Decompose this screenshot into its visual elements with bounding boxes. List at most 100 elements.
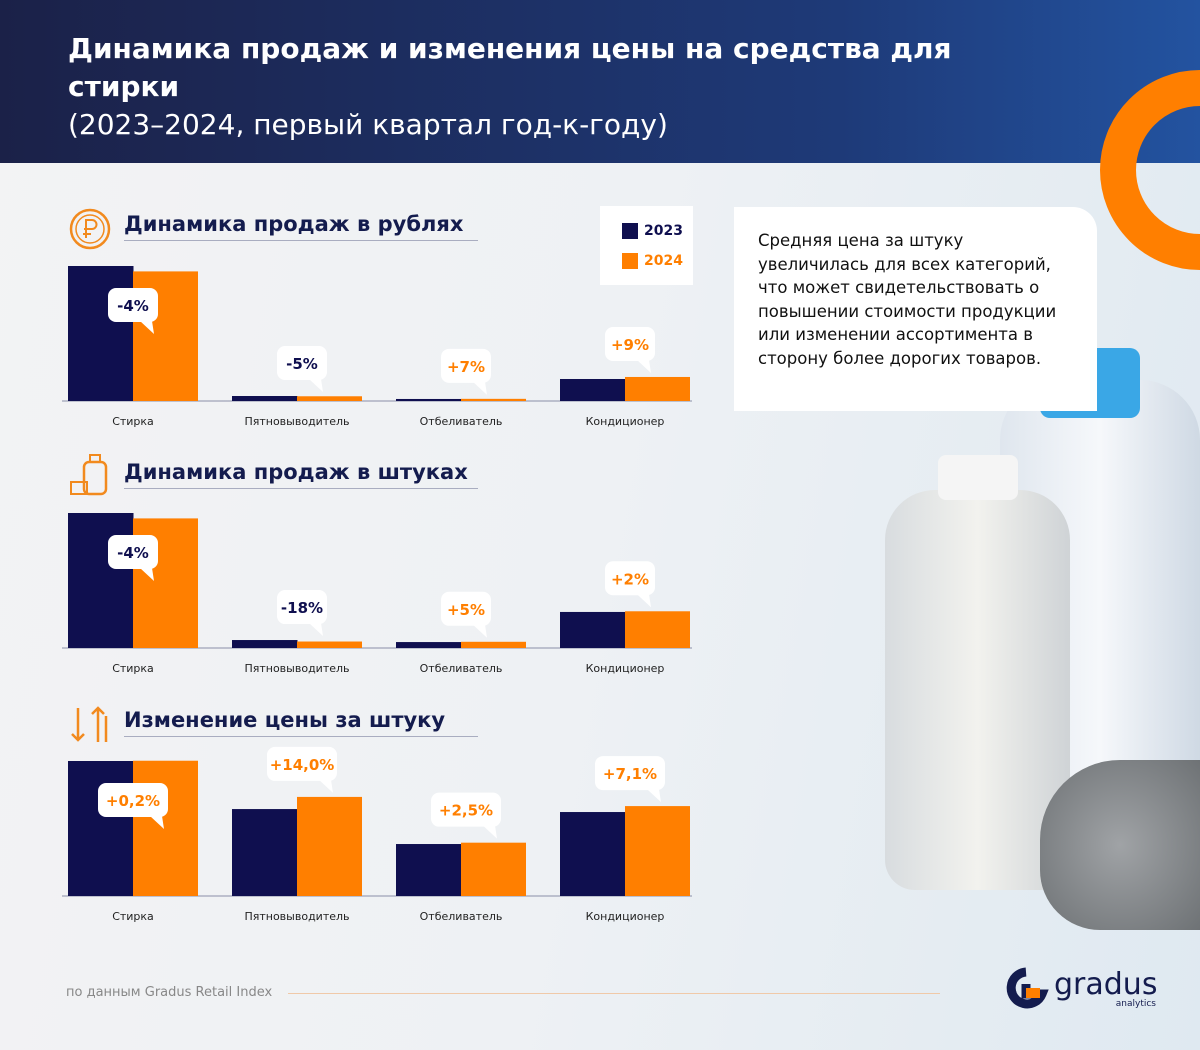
bar-2024 bbox=[297, 796, 362, 896]
bar-2023 bbox=[560, 611, 626, 648]
bar-2023 bbox=[560, 812, 626, 896]
change-label: +14,0% bbox=[270, 756, 335, 774]
bar-2023 bbox=[232, 396, 298, 401]
bar-2024 bbox=[461, 842, 526, 896]
change-bubble: +14,0% bbox=[267, 746, 337, 793]
bubble-box bbox=[98, 783, 168, 817]
bar-2024 bbox=[461, 641, 526, 648]
bubble-tail bbox=[319, 779, 333, 793]
legend-label: 2024 bbox=[644, 253, 683, 269]
ruble-coin-icon bbox=[69, 208, 111, 250]
bar-2023 bbox=[396, 844, 462, 896]
svg-text:gradus: gradus bbox=[1054, 967, 1157, 1002]
charts: Стирка -4% Пятновыводитель -5% Отбеливатель +… bbox=[62, 266, 692, 923]
bubble-tail bbox=[637, 359, 651, 373]
bubble-box bbox=[267, 746, 337, 781]
bubble-box bbox=[108, 535, 158, 569]
bubble-box bbox=[605, 561, 655, 596]
bar-2024 bbox=[625, 611, 690, 648]
bar-2023 bbox=[396, 398, 462, 401]
change-label: -5% bbox=[286, 355, 318, 373]
change-label: +0,2% bbox=[106, 792, 160, 810]
section-title: Изменение цены за штуку bbox=[124, 708, 478, 737]
change-bubble: +7,1% bbox=[595, 756, 665, 803]
towel-image bbox=[1040, 760, 1200, 930]
change-bubble: +0,2% bbox=[98, 783, 168, 829]
bar-2023 bbox=[68, 513, 134, 648]
change-bubble: +7% bbox=[441, 348, 491, 395]
category-label: Стирка bbox=[112, 662, 154, 675]
header: Динамика продаж и изменения цены на сред… bbox=[0, 0, 1200, 163]
change-bubble: -4% bbox=[108, 535, 158, 581]
bubble-tail bbox=[140, 568, 154, 581]
bar-2023 bbox=[68, 761, 134, 896]
change-label: +7,1% bbox=[603, 765, 657, 783]
bottle-cap bbox=[938, 455, 1018, 500]
category-label: Стирка bbox=[112, 910, 154, 923]
price-arrows-icon bbox=[71, 706, 108, 742]
bubble-tail bbox=[647, 789, 661, 803]
gradus-logo: gradus analytics bbox=[1004, 966, 1164, 1020]
bar-2023 bbox=[232, 809, 298, 896]
change-label: +7% bbox=[447, 358, 485, 376]
title-main: Динамика продаж и изменения цены на сред… bbox=[68, 32, 952, 103]
bubble-tail bbox=[140, 321, 154, 334]
category-label: Стирка bbox=[112, 415, 154, 428]
category-label: Пятновыводитель bbox=[244, 662, 349, 675]
bubble-tail bbox=[309, 623, 323, 637]
legend-swatch-2024 bbox=[622, 253, 638, 269]
page-title: Динамика продаж и изменения цены на сред… bbox=[68, 30, 1068, 144]
bubble-tail bbox=[309, 379, 323, 393]
bar-2024 bbox=[297, 641, 362, 648]
category-label: Кондиционер bbox=[586, 415, 665, 428]
change-bubble: +9% bbox=[605, 326, 655, 373]
bubble-box bbox=[441, 348, 491, 383]
title-period: (2023–2024, первый квартал год-к-году) bbox=[68, 108, 668, 141]
bubble-tail bbox=[150, 816, 164, 829]
divider bbox=[288, 993, 940, 994]
category-label: Отбеливатель bbox=[420, 415, 503, 428]
bar-2023 bbox=[232, 640, 298, 648]
source-note: по данным Gradus Retail Index bbox=[66, 985, 273, 1000]
change-label: -18% bbox=[281, 599, 323, 617]
bubble-box bbox=[277, 346, 327, 381]
change-label: -4% bbox=[117, 544, 149, 562]
bar-2023 bbox=[396, 642, 462, 648]
category-label: Кондиционер bbox=[586, 662, 665, 675]
bar-2024 bbox=[461, 398, 526, 401]
bar-2024 bbox=[133, 760, 198, 896]
bubble-tail bbox=[637, 594, 651, 608]
bubble-box bbox=[277, 590, 327, 625]
bar-2024 bbox=[297, 396, 362, 401]
change-bubble: -5% bbox=[277, 346, 327, 393]
category-label: Пятновыводитель bbox=[244, 910, 349, 923]
note-text: Средняя цена за штуку увеличилась для вс… bbox=[734, 207, 1097, 411]
bar-2023 bbox=[68, 266, 134, 401]
detergent-bottle-icon bbox=[70, 454, 108, 496]
change-bubble: +2,5% bbox=[431, 792, 501, 839]
legend-label: 2023 bbox=[644, 223, 683, 239]
change-label: +2% bbox=[611, 570, 649, 588]
bubble-box bbox=[595, 756, 665, 791]
category-label: Пятновыводитель bbox=[244, 415, 349, 428]
bar-2023 bbox=[560, 378, 626, 401]
bubble-box bbox=[108, 288, 158, 322]
svg-text:analytics: analytics bbox=[1116, 999, 1157, 1009]
bar-2024 bbox=[625, 806, 690, 896]
change-label: +9% bbox=[611, 336, 649, 354]
change-bubble: +2% bbox=[605, 561, 655, 608]
change-label: +5% bbox=[447, 601, 485, 619]
bubble-box bbox=[441, 591, 491, 626]
section-title: Динамика продаж в штуках bbox=[124, 460, 478, 489]
bottle-image bbox=[885, 490, 1070, 890]
category-label: Кондиционер bbox=[586, 910, 665, 923]
bubble-tail bbox=[473, 381, 487, 395]
bubble-tail bbox=[473, 624, 487, 638]
legend-swatch-2023 bbox=[622, 223, 638, 239]
change-label: -4% bbox=[117, 297, 149, 315]
change-bubble: -18% bbox=[277, 590, 327, 637]
decorative-ring bbox=[1100, 70, 1200, 270]
bubble-box bbox=[431, 792, 501, 827]
category-label: Отбеливатель bbox=[420, 910, 503, 923]
section-title: Динамика продаж в рублях bbox=[124, 212, 478, 241]
